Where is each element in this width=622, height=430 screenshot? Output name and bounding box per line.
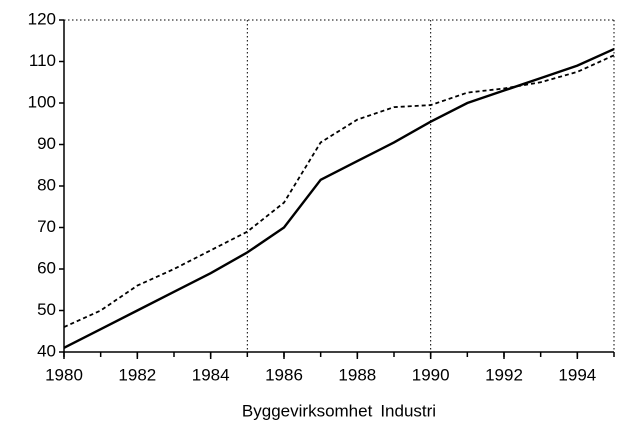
x-tick-label: 1990 (412, 365, 450, 384)
line-series (63, 47, 615, 349)
y-tick-label: 120 (28, 9, 56, 28)
legend-label: Byggevirksomhet (242, 401, 373, 420)
y-tick-label: 50 (37, 300, 56, 319)
y-tick-label: 40 (37, 341, 56, 360)
x-tick-label: 1982 (118, 365, 156, 384)
legend-label: Industri (380, 401, 436, 420)
y-tick-label: 90 (37, 134, 56, 153)
y-tick-label: 70 (37, 217, 56, 236)
y-tick-label: 60 (37, 258, 56, 277)
y-tick-label: 110 (29, 51, 56, 70)
x-tick-label: 1992 (485, 365, 523, 384)
x-tick-label: 1994 (558, 365, 596, 384)
y-tick-label: 100 (28, 92, 56, 111)
line-series (63, 54, 615, 328)
x-tick-label: 1980 (45, 365, 83, 384)
x-tick-label: 1984 (192, 365, 230, 384)
x-tick-label: 1986 (265, 365, 303, 384)
y-tick-label: 80 (37, 175, 56, 194)
x-tick-label: 1988 (338, 365, 376, 384)
